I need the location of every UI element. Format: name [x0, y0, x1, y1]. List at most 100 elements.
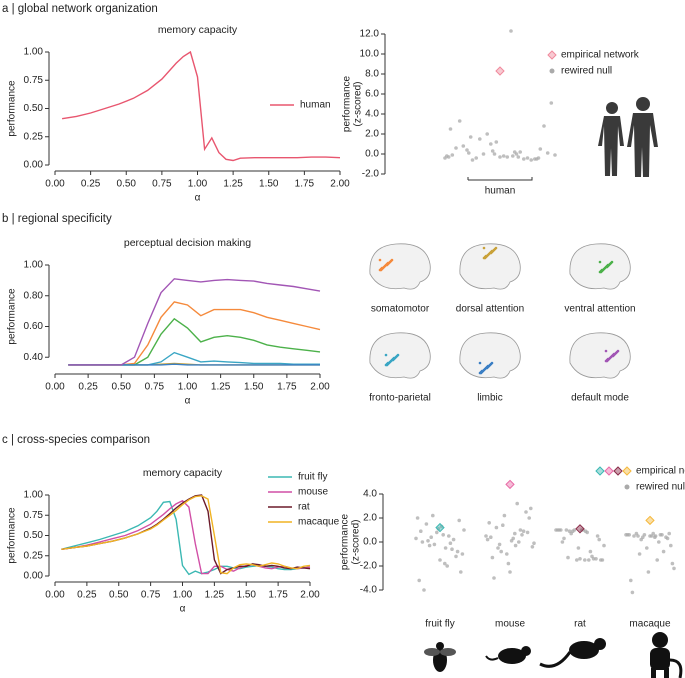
null-point [517, 540, 521, 544]
legend-label: ventral attention [564, 304, 635, 315]
x-axis-label: α [185, 396, 191, 407]
brain-region [380, 266, 384, 270]
x-tick-label: 1.50 [244, 382, 264, 393]
x-tick-label: 1.50 [237, 590, 257, 601]
brain-outline [569, 332, 631, 379]
brain-region [612, 352, 616, 356]
null-point [513, 531, 517, 536]
null-point [420, 540, 425, 544]
null-point [630, 590, 635, 595]
null-point [460, 552, 465, 556]
null-point [532, 541, 536, 545]
null-point [521, 529, 526, 533]
panel-label: c | cross-species comparison [2, 434, 150, 446]
null-point [642, 533, 647, 537]
null-point [576, 546, 581, 550]
x-tick-label: 1.00 [173, 590, 193, 601]
y-tick-label: 0.40 [24, 352, 44, 363]
legend-swatch [622, 466, 632, 476]
null-point [499, 549, 504, 554]
panel-label: a | global network organization [2, 3, 158, 15]
legend-label: rat [298, 502, 310, 513]
x-tick-label: 1.00 [178, 382, 198, 393]
null-point [484, 534, 488, 538]
null-point [429, 535, 434, 539]
legend-label: rewired nulls [636, 482, 685, 493]
x-tick-label: 0.75 [145, 382, 165, 393]
legend-swatch [547, 50, 557, 60]
null-point [632, 534, 636, 538]
null-point [422, 588, 426, 592]
null-point [448, 127, 453, 131]
null-point [424, 522, 429, 526]
brain-region [378, 258, 382, 262]
null-point [496, 546, 500, 550]
y-tick-label: 0.25 [24, 550, 44, 561]
x-tick-label: 2.00 [300, 590, 320, 601]
null-point [414, 536, 418, 541]
null-point [657, 540, 661, 544]
null-point [670, 561, 675, 566]
y-axis-label: performance [342, 75, 353, 132]
null-point [533, 157, 537, 161]
null-point [462, 528, 466, 532]
y-tick-label: 6.0 [365, 89, 379, 100]
null-point [512, 150, 517, 154]
brain-region [392, 356, 396, 360]
null-point [451, 537, 456, 542]
y-tick-label: 1.00 [24, 490, 44, 501]
y-axis-label: performance [7, 80, 18, 137]
null-point [627, 533, 631, 537]
brain-region [494, 246, 498, 250]
null-point [417, 578, 422, 583]
null-point [490, 555, 495, 560]
null-point [461, 144, 466, 148]
panel-label: b | regional specificity [2, 213, 112, 225]
null-point [487, 521, 492, 525]
null-point [445, 564, 450, 568]
empirical-point [505, 479, 515, 490]
null-point [525, 530, 530, 535]
null-point [485, 537, 490, 542]
x-tick-label: 2.00 [310, 382, 330, 393]
y-tick-label: 0.00 [24, 571, 44, 582]
brain-region [600, 268, 604, 272]
null-point [536, 156, 541, 160]
null-point [447, 534, 451, 538]
null-point [505, 552, 509, 556]
x-tick-label: 0.50 [112, 382, 132, 393]
y-tick-label: 0.50 [24, 530, 44, 541]
y-axis-label: performance [7, 507, 18, 564]
x-axis-label: α [195, 193, 201, 204]
null-point [629, 578, 633, 583]
legend-label: default mode [571, 393, 629, 404]
x-tick-label: 1.00 [188, 179, 208, 190]
null-point [595, 534, 600, 538]
null-point [587, 558, 591, 562]
null-point [438, 558, 442, 562]
null-point [506, 561, 511, 566]
x-tick-label: 0.75 [141, 590, 161, 601]
null-point [509, 29, 513, 33]
line-series [61, 50, 341, 162]
x-tick-label: 1.25 [223, 179, 243, 190]
null-point [524, 510, 528, 514]
null-point [530, 545, 535, 549]
null-point [516, 155, 521, 159]
brain-region [486, 364, 490, 368]
null-point [672, 566, 676, 571]
y-axis-label: (z-scored) [351, 519, 362, 564]
null-point [511, 154, 515, 158]
null-point [591, 557, 596, 561]
null-point [559, 528, 563, 532]
animal-icons [424, 632, 683, 678]
chart-title: perceptual decision making [124, 237, 251, 249]
null-point [545, 151, 550, 155]
line-series [68, 278, 321, 366]
y-tick-label: -4.0 [360, 585, 378, 596]
null-point [427, 543, 432, 548]
x-axis [467, 177, 533, 181]
null-point [443, 546, 448, 550]
empirical-point [575, 524, 585, 534]
